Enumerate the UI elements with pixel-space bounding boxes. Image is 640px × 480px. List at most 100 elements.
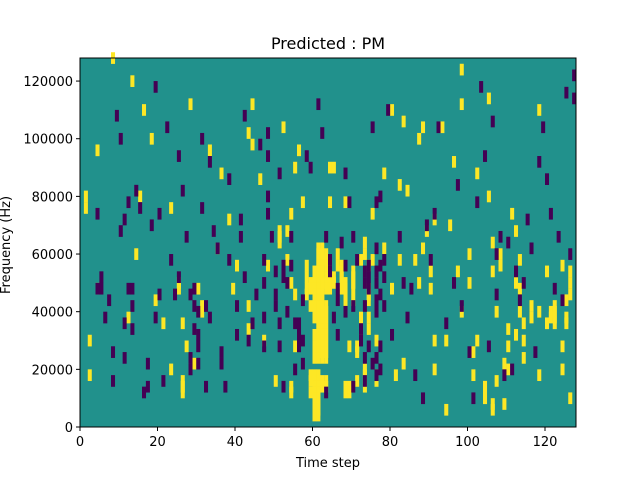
- heatmap-cell-high: [502, 357, 507, 370]
- heatmap-cell-low: [207, 156, 212, 168]
- heatmap-cell-low: [556, 230, 561, 243]
- heatmap-cell-high: [246, 323, 251, 335]
- heatmap-cell-high: [568, 277, 573, 289]
- heatmap-cell-low: [196, 328, 201, 341]
- heatmap-cell-low: [281, 271, 286, 284]
- heatmap-cell-low: [200, 132, 205, 145]
- heatmap-cell-low: [300, 294, 305, 307]
- heatmap-cell-high: [483, 392, 488, 405]
- x-tick-label: 0: [76, 435, 84, 450]
- heatmap-cell-high: [142, 104, 147, 116]
- heatmap-cell-high: [320, 380, 325, 393]
- heatmap-cell-low: [401, 277, 406, 289]
- heatmap-cell-low: [134, 184, 139, 197]
- heatmap-cell-low: [455, 179, 460, 191]
- heatmap-cell-low: [207, 311, 212, 324]
- heatmap-cell-low: [366, 271, 371, 284]
- x-tick-label: 60: [304, 435, 321, 450]
- y-axis: 0 20000 40000 60000 80000 100000 120000: [23, 75, 80, 436]
- heatmap-cell-low: [242, 271, 247, 284]
- heatmap-cell-high: [300, 196, 305, 209]
- heatmap-cell-high: [405, 184, 410, 197]
- heatmap-cell-high: [421, 242, 426, 255]
- heatmap-cell-low: [200, 202, 205, 214]
- heatmap-cell-high: [246, 300, 251, 312]
- heatmap-cell-low: [525, 213, 530, 226]
- heatmap-cell-low: [432, 207, 437, 220]
- heatmap-cell-high: [219, 167, 224, 180]
- heatmap-cell-low: [95, 282, 100, 295]
- heatmap-cell-high: [382, 242, 387, 255]
- heatmap-cell-low: [204, 380, 209, 393]
- heatmap-cell-high: [421, 121, 426, 134]
- heatmap-cell-low: [165, 121, 170, 134]
- heatmap-cell-low: [238, 213, 243, 226]
- heatmap-cell-low: [107, 294, 112, 307]
- heatmap-cell-high: [83, 190, 88, 203]
- heatmap-cell-high: [347, 386, 352, 399]
- heatmap-cell-low: [339, 236, 344, 249]
- heatmap-cell-high: [517, 305, 522, 318]
- heatmap-cell-low: [300, 357, 305, 370]
- heatmap-cell-high: [343, 386, 348, 399]
- heatmap-cell-low: [324, 230, 329, 243]
- heatmap-cell-low: [297, 317, 302, 330]
- heatmap-cell-low: [494, 248, 499, 260]
- heatmap-cell-high: [393, 369, 398, 382]
- heatmap-cell-low: [227, 254, 232, 266]
- heatmap-cell-low: [514, 265, 519, 278]
- heatmap-cell-high: [514, 225, 519, 237]
- heatmap-cell-high: [138, 190, 143, 203]
- heatmap-cell-high: [366, 311, 371, 324]
- heatmap-cell-low: [397, 230, 402, 243]
- heatmap-cell-low: [273, 288, 278, 301]
- heatmap-cell-high: [281, 121, 286, 134]
- heatmap-cell-high: [258, 173, 263, 185]
- heatmap-cell-high: [180, 386, 185, 399]
- heatmap-cell-high: [328, 161, 333, 174]
- heatmap-cell-low: [293, 317, 298, 330]
- heatmap-cell-high: [83, 202, 88, 214]
- heatmap-cell-high: [231, 282, 236, 295]
- heatmap-cell-high: [428, 265, 433, 278]
- heatmap-cell-high: [250, 98, 255, 111]
- heatmap-cell-high: [359, 311, 364, 324]
- heatmap-cell-high: [312, 352, 317, 364]
- heatmap-cell-low: [537, 156, 542, 168]
- heatmap-cell-high: [324, 282, 329, 295]
- heatmap-cell-low: [409, 282, 414, 295]
- heatmap-cell-high: [490, 265, 495, 278]
- heatmap-cell-high: [328, 196, 333, 209]
- heatmap-cell-high: [180, 317, 185, 330]
- heatmap-cell-low: [254, 288, 259, 301]
- heatmap-cell-high: [521, 317, 526, 330]
- heatmap-cell-low: [351, 230, 356, 243]
- heatmap-cell-low: [145, 357, 150, 370]
- heatmap-cell-high: [285, 254, 290, 266]
- heatmap-cell-high: [560, 363, 565, 376]
- heatmap-cell-high: [459, 98, 464, 111]
- y-tick-label: 60000: [32, 248, 73, 263]
- heatmap-cell-low: [157, 288, 162, 301]
- heatmap-cell-high: [486, 92, 491, 105]
- heatmap-cell-high: [339, 282, 344, 295]
- heatmap-cell-low: [421, 392, 426, 405]
- heatmap-cell-low: [130, 300, 135, 312]
- heatmap-cell-high: [316, 352, 321, 364]
- heatmap-cell-low: [374, 265, 379, 278]
- heatmap-cell-high: [548, 311, 553, 324]
- heatmap-cell-low: [188, 363, 193, 376]
- heatmap-cell-low: [359, 334, 364, 347]
- heatmap-cell-high: [328, 282, 333, 295]
- heatmap-cell-high: [475, 334, 480, 347]
- heatmap-cell-low: [572, 69, 577, 82]
- y-tick-label: 0: [65, 421, 73, 436]
- x-tick-label: 100: [455, 435, 480, 450]
- heatmap-cell-low: [359, 323, 364, 335]
- heatmap-cell-low: [366, 259, 371, 272]
- heatmap-cell-low: [335, 328, 340, 341]
- heatmap-cell-high: [304, 288, 309, 301]
- heatmap-cell-low: [281, 380, 286, 393]
- heatmap-cell-high: [227, 213, 232, 226]
